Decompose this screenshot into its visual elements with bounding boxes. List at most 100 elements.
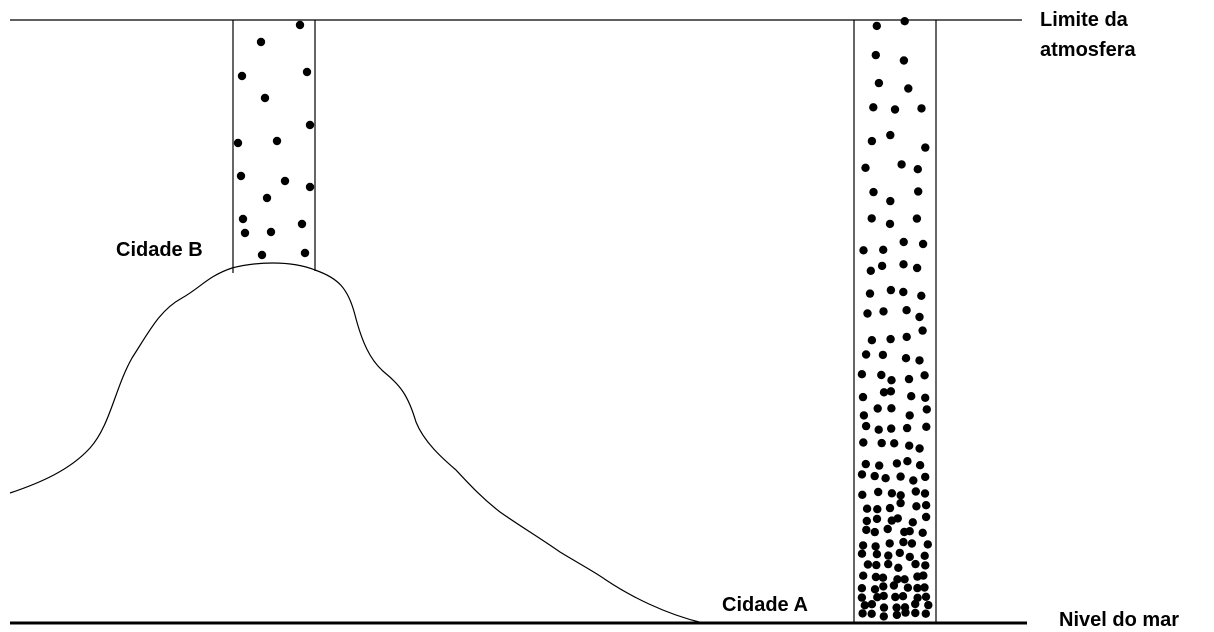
air-molecule-dot [867, 600, 877, 609]
air-molecule-dot [890, 439, 899, 448]
air-molecule-dot [879, 591, 888, 601]
air-molecule-dot [893, 514, 902, 523]
air-molecule-dot [233, 138, 243, 148]
air-molecule-dot [858, 392, 868, 402]
air-molecule-dot [895, 548, 904, 558]
air-molecule-dot [921, 561, 930, 570]
air-molecule-dot [902, 423, 912, 433]
air-molecule-dot [914, 187, 923, 196]
air-molecule-dot [912, 214, 922, 223]
air-molecule-dot [260, 93, 270, 103]
air-molecule-dot [272, 136, 282, 146]
air-molecule-dot [863, 309, 872, 318]
air-molecule-dot [905, 552, 914, 562]
air-molecule-dot [900, 575, 909, 584]
air-molecule-dot [866, 266, 875, 275]
air-molecule-dot [867, 214, 876, 223]
air-molecule-dot [892, 610, 902, 620]
air-molecule-dot [861, 421, 871, 431]
air-molecule-dot [889, 581, 899, 590]
air-molecule-dot [881, 474, 890, 483]
air-molecule-dot [879, 388, 889, 397]
air-molecule-dot [865, 289, 875, 298]
air-molecule-dot [857, 370, 867, 379]
air-molecule-dot [262, 193, 272, 203]
air-column-city-a [853, 17, 937, 622]
air-molecule-dot [912, 263, 922, 273]
air-molecule-dot [300, 248, 310, 258]
air-molecule-dot [857, 549, 867, 558]
air-molecule-dot [861, 163, 870, 172]
air-molecule-dot [905, 411, 914, 420]
air-molecule-dot [859, 571, 868, 580]
air-molecule-dot [870, 527, 879, 537]
air-molecule-dot [280, 176, 290, 186]
air-molecule-dot [918, 528, 927, 537]
air-molecule-dot [237, 71, 247, 81]
air-molecule-dot [884, 551, 893, 560]
air-molecule-dot [870, 585, 880, 594]
air-molecule-dot [874, 487, 883, 497]
air-molecule-dot [877, 261, 887, 271]
air-molecule-dot [899, 287, 908, 297]
air-molecule-dot [867, 336, 877, 345]
air-molecule-dot [920, 583, 929, 592]
mountain-outline [9, 262, 704, 624]
air-molecule-dot [862, 516, 871, 526]
air-molecule-dot [921, 512, 931, 522]
air-molecule-dot [858, 490, 867, 499]
air-molecule-dot [240, 228, 250, 238]
air-molecule-dot [902, 306, 911, 315]
sea-level-label: Nivel do mar [1059, 609, 1180, 631]
air-molecule-dot [871, 542, 880, 551]
air-molecule-dot [861, 350, 871, 359]
air-molecule-dot [879, 582, 888, 591]
air-molecule-dot [885, 539, 894, 548]
air-molecule-dot [887, 424, 896, 433]
air-molecule-dot [917, 104, 926, 113]
air-molecule-dot [863, 560, 873, 569]
air-molecule-dot [903, 457, 912, 466]
air-molecule-dot [305, 120, 315, 130]
city-b-label: Cidade B [116, 239, 203, 261]
air-molecule-dot [877, 438, 886, 448]
air-molecule-dot [911, 487, 920, 496]
air-molecule-dot [915, 312, 924, 322]
air-molecule-dot [899, 237, 908, 247]
air-molecule-dot [858, 541, 868, 550]
air-molecule-dot [266, 227, 276, 237]
air-molecule-dot [862, 525, 871, 535]
air-molecule-dot [899, 537, 908, 547]
air-molecule-dot [902, 332, 911, 342]
air-molecule-dot [859, 438, 868, 447]
air-molecule-dot [892, 603, 901, 612]
air-molecule-dot [878, 350, 888, 360]
air-molecule-dot [873, 505, 882, 514]
air-molecule-dot [897, 160, 906, 169]
air-molecule-dot [872, 560, 881, 570]
air-molecule-dot [879, 603, 889, 612]
air-molecule-dot [921, 609, 930, 618]
air-molecule-dot [883, 524, 892, 534]
air-molecule-dot [891, 592, 900, 602]
air-molecule-dot [900, 17, 909, 26]
air-molecule-dot [922, 422, 931, 431]
air-molecule-dot [920, 489, 930, 498]
air-molecule-dot [899, 260, 908, 269]
air-molecule-dot [860, 601, 869, 610]
air-molecule-dot [869, 103, 878, 112]
air-molecules-city-a [857, 17, 933, 621]
air-molecule-dot [921, 472, 930, 482]
air-molecule-dot [919, 571, 928, 580]
air-molecule-dot [901, 354, 911, 363]
air-molecule-dot [859, 246, 868, 255]
air-molecule-dot [913, 165, 922, 174]
air-molecule-dot [903, 583, 913, 592]
air-molecule-dot [887, 376, 896, 385]
air-molecule-dot [896, 472, 905, 481]
air-molecule-dot [867, 609, 876, 618]
air-molecule-dot [885, 219, 895, 229]
air-column-city-b [232, 20, 316, 273]
air-molecule-dot [857, 584, 867, 593]
